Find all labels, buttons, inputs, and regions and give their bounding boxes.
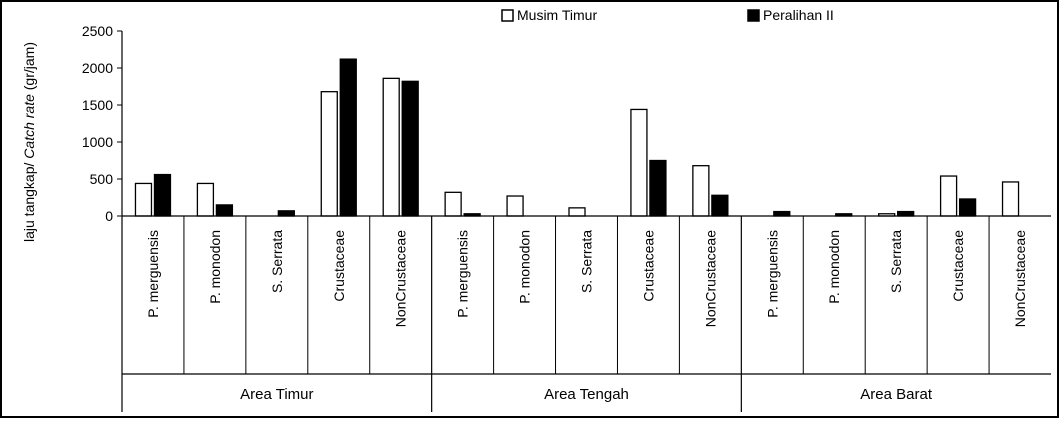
group-label: Area Tengah [544,386,629,403]
y-axis-label: laju tangkap/ Catch rate (gr/jam) [21,42,37,242]
y-axis-label-part: (gr/jam) [21,42,37,94]
legend-label: Musim Timur [517,7,597,23]
bar [382,77,400,217]
y-axis-ticks: 0 500 1000 1500 2000 2500 [82,23,122,224]
legend-label: Peralihan II [763,7,834,23]
y-axis-label-part: laju tangkap/ [21,159,37,242]
legend-swatch [747,9,760,22]
bar [958,198,977,217]
category-label: Crustaceae [950,230,966,302]
bar [339,58,357,217]
bar [401,80,419,217]
bar [277,210,295,217]
category-label: S. Serrata [888,230,904,293]
bars [134,58,1020,217]
category-label: P. merguensis [764,230,780,318]
category-label: Crustaceae [640,230,656,302]
y-tick-label: 2500 [82,23,113,39]
bar [196,182,215,217]
bar [711,194,729,217]
category-label: Crustaceae [331,230,347,302]
legend: Musim Timur Peralihan II [501,7,834,23]
category-label: NonCrustaceae [1012,230,1028,327]
axes [121,31,1051,412]
x-axis-labels: P. merguensis P. monodon S. Serrata Crustac… [145,230,1028,403]
bar [1001,181,1020,217]
bar [153,173,172,217]
category-label: S. Serrata [269,230,285,293]
bar [630,108,648,217]
bar [649,159,667,217]
bar [215,204,234,217]
bar [897,210,915,217]
category-label: P. monodon [826,230,842,304]
y-axis-label-part: Catch rate [21,94,37,159]
category-label: NonCrustaceae [702,230,718,327]
group-label: Area Barat [860,386,933,403]
y-tick-label: 500 [90,171,114,187]
category-label: P. monodon [207,230,223,304]
y-tick-label: 2000 [82,60,113,76]
category-label: S. Serrata [579,230,595,293]
group-label: Area Timur [240,386,313,403]
bar [320,91,338,217]
bar-chart: laju tangkap/ Catch rate (gr/jam) 0 500 10… [21,7,1051,412]
category-label: P. merguensis [145,230,161,318]
category-label: P. merguensis [455,230,471,318]
y-tick-label: 0 [105,208,113,224]
bar [506,195,524,217]
bar [692,165,710,217]
bar [444,191,462,217]
y-tick-label: 1500 [82,97,113,113]
category-label: P. monodon [517,230,533,304]
bar [939,175,958,217]
y-tick-label: 1000 [82,134,113,150]
legend-swatch [501,9,514,22]
bar [134,182,153,217]
category-label: NonCrustaceae [393,230,409,327]
bar [773,210,791,217]
bar [568,207,586,217]
svg-text:laju tangkap/ Catch rate (gr/j: laju tangkap/ Catch rate (gr/jam) [21,42,37,242]
